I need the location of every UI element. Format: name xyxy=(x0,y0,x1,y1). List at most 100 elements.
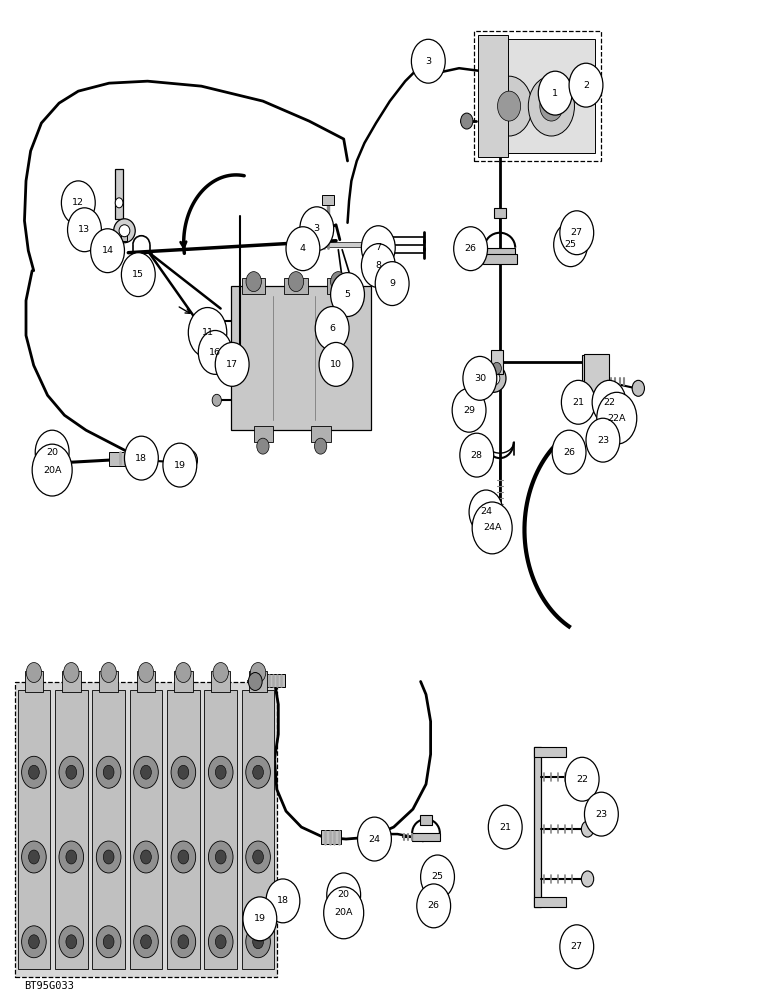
Circle shape xyxy=(319,342,353,386)
Bar xyxy=(174,453,191,467)
Circle shape xyxy=(560,211,594,255)
Bar xyxy=(483,254,516,264)
Circle shape xyxy=(141,765,151,779)
Circle shape xyxy=(250,663,266,682)
Text: 2: 2 xyxy=(583,81,589,90)
Bar xyxy=(174,671,192,692)
Circle shape xyxy=(314,438,327,454)
Circle shape xyxy=(497,91,520,121)
Circle shape xyxy=(315,307,349,350)
Bar xyxy=(109,452,140,466)
Bar xyxy=(55,690,88,969)
Circle shape xyxy=(245,841,270,873)
Circle shape xyxy=(178,765,188,779)
Text: 15: 15 xyxy=(132,270,144,279)
Circle shape xyxy=(472,502,512,554)
Circle shape xyxy=(141,935,151,949)
Text: 22A: 22A xyxy=(608,414,626,423)
Circle shape xyxy=(560,925,594,969)
Circle shape xyxy=(592,380,626,424)
Circle shape xyxy=(243,897,277,941)
Circle shape xyxy=(36,430,69,474)
Circle shape xyxy=(330,273,364,317)
Text: 25: 25 xyxy=(432,872,444,881)
Circle shape xyxy=(124,436,158,480)
Circle shape xyxy=(26,663,42,682)
Text: 20A: 20A xyxy=(43,466,62,475)
Text: 18: 18 xyxy=(277,896,289,905)
Bar xyxy=(533,747,566,757)
Circle shape xyxy=(208,926,233,958)
Circle shape xyxy=(163,443,197,487)
Bar xyxy=(420,815,432,825)
Circle shape xyxy=(569,63,603,107)
Circle shape xyxy=(461,113,473,129)
Bar xyxy=(584,354,609,402)
Bar xyxy=(582,355,590,410)
Circle shape xyxy=(138,663,154,682)
Circle shape xyxy=(66,850,76,864)
Circle shape xyxy=(597,392,637,444)
Circle shape xyxy=(176,663,191,682)
Text: BT95G033: BT95G033 xyxy=(25,981,74,991)
Ellipse shape xyxy=(113,219,135,243)
Bar xyxy=(93,690,125,969)
Circle shape xyxy=(361,226,395,270)
Bar xyxy=(533,747,541,907)
Circle shape xyxy=(22,926,46,958)
Circle shape xyxy=(215,765,226,779)
Text: 21: 21 xyxy=(572,398,584,407)
Circle shape xyxy=(632,380,645,396)
Circle shape xyxy=(215,935,226,949)
Bar xyxy=(327,278,350,294)
Circle shape xyxy=(454,227,488,271)
Text: 24: 24 xyxy=(480,507,492,516)
Bar xyxy=(475,31,601,161)
Text: 13: 13 xyxy=(79,225,90,234)
Circle shape xyxy=(59,926,83,958)
Circle shape xyxy=(215,850,226,864)
Text: 9: 9 xyxy=(389,279,395,288)
Bar xyxy=(412,833,440,841)
Circle shape xyxy=(361,244,395,288)
Text: 19: 19 xyxy=(254,914,266,923)
Circle shape xyxy=(115,198,123,208)
Circle shape xyxy=(29,935,39,949)
Circle shape xyxy=(212,344,222,356)
Text: 4: 4 xyxy=(300,244,306,253)
Text: 27: 27 xyxy=(571,228,583,237)
Text: 27: 27 xyxy=(571,942,583,951)
Text: 22: 22 xyxy=(603,398,615,407)
Circle shape xyxy=(460,433,493,477)
Circle shape xyxy=(357,817,391,861)
Circle shape xyxy=(411,39,445,83)
Circle shape xyxy=(252,850,263,864)
Text: 22: 22 xyxy=(576,775,588,784)
Circle shape xyxy=(103,765,114,779)
Circle shape xyxy=(171,841,195,873)
Bar xyxy=(115,169,123,219)
Circle shape xyxy=(538,71,572,115)
Text: 3: 3 xyxy=(425,57,432,66)
Circle shape xyxy=(375,262,409,306)
Circle shape xyxy=(59,841,83,873)
Circle shape xyxy=(22,756,46,788)
Circle shape xyxy=(22,841,46,873)
Bar xyxy=(167,690,200,969)
Bar xyxy=(493,208,506,218)
Bar xyxy=(254,426,273,442)
Circle shape xyxy=(252,765,263,779)
Bar xyxy=(130,690,162,969)
Circle shape xyxy=(469,490,503,534)
Circle shape xyxy=(103,935,114,949)
Circle shape xyxy=(554,223,587,267)
Circle shape xyxy=(245,926,270,958)
Circle shape xyxy=(32,444,72,496)
Bar xyxy=(100,671,118,692)
Ellipse shape xyxy=(482,364,506,392)
Circle shape xyxy=(66,765,76,779)
Bar xyxy=(25,671,43,692)
Circle shape xyxy=(586,418,620,462)
Bar xyxy=(493,512,506,522)
Text: 11: 11 xyxy=(201,328,214,337)
